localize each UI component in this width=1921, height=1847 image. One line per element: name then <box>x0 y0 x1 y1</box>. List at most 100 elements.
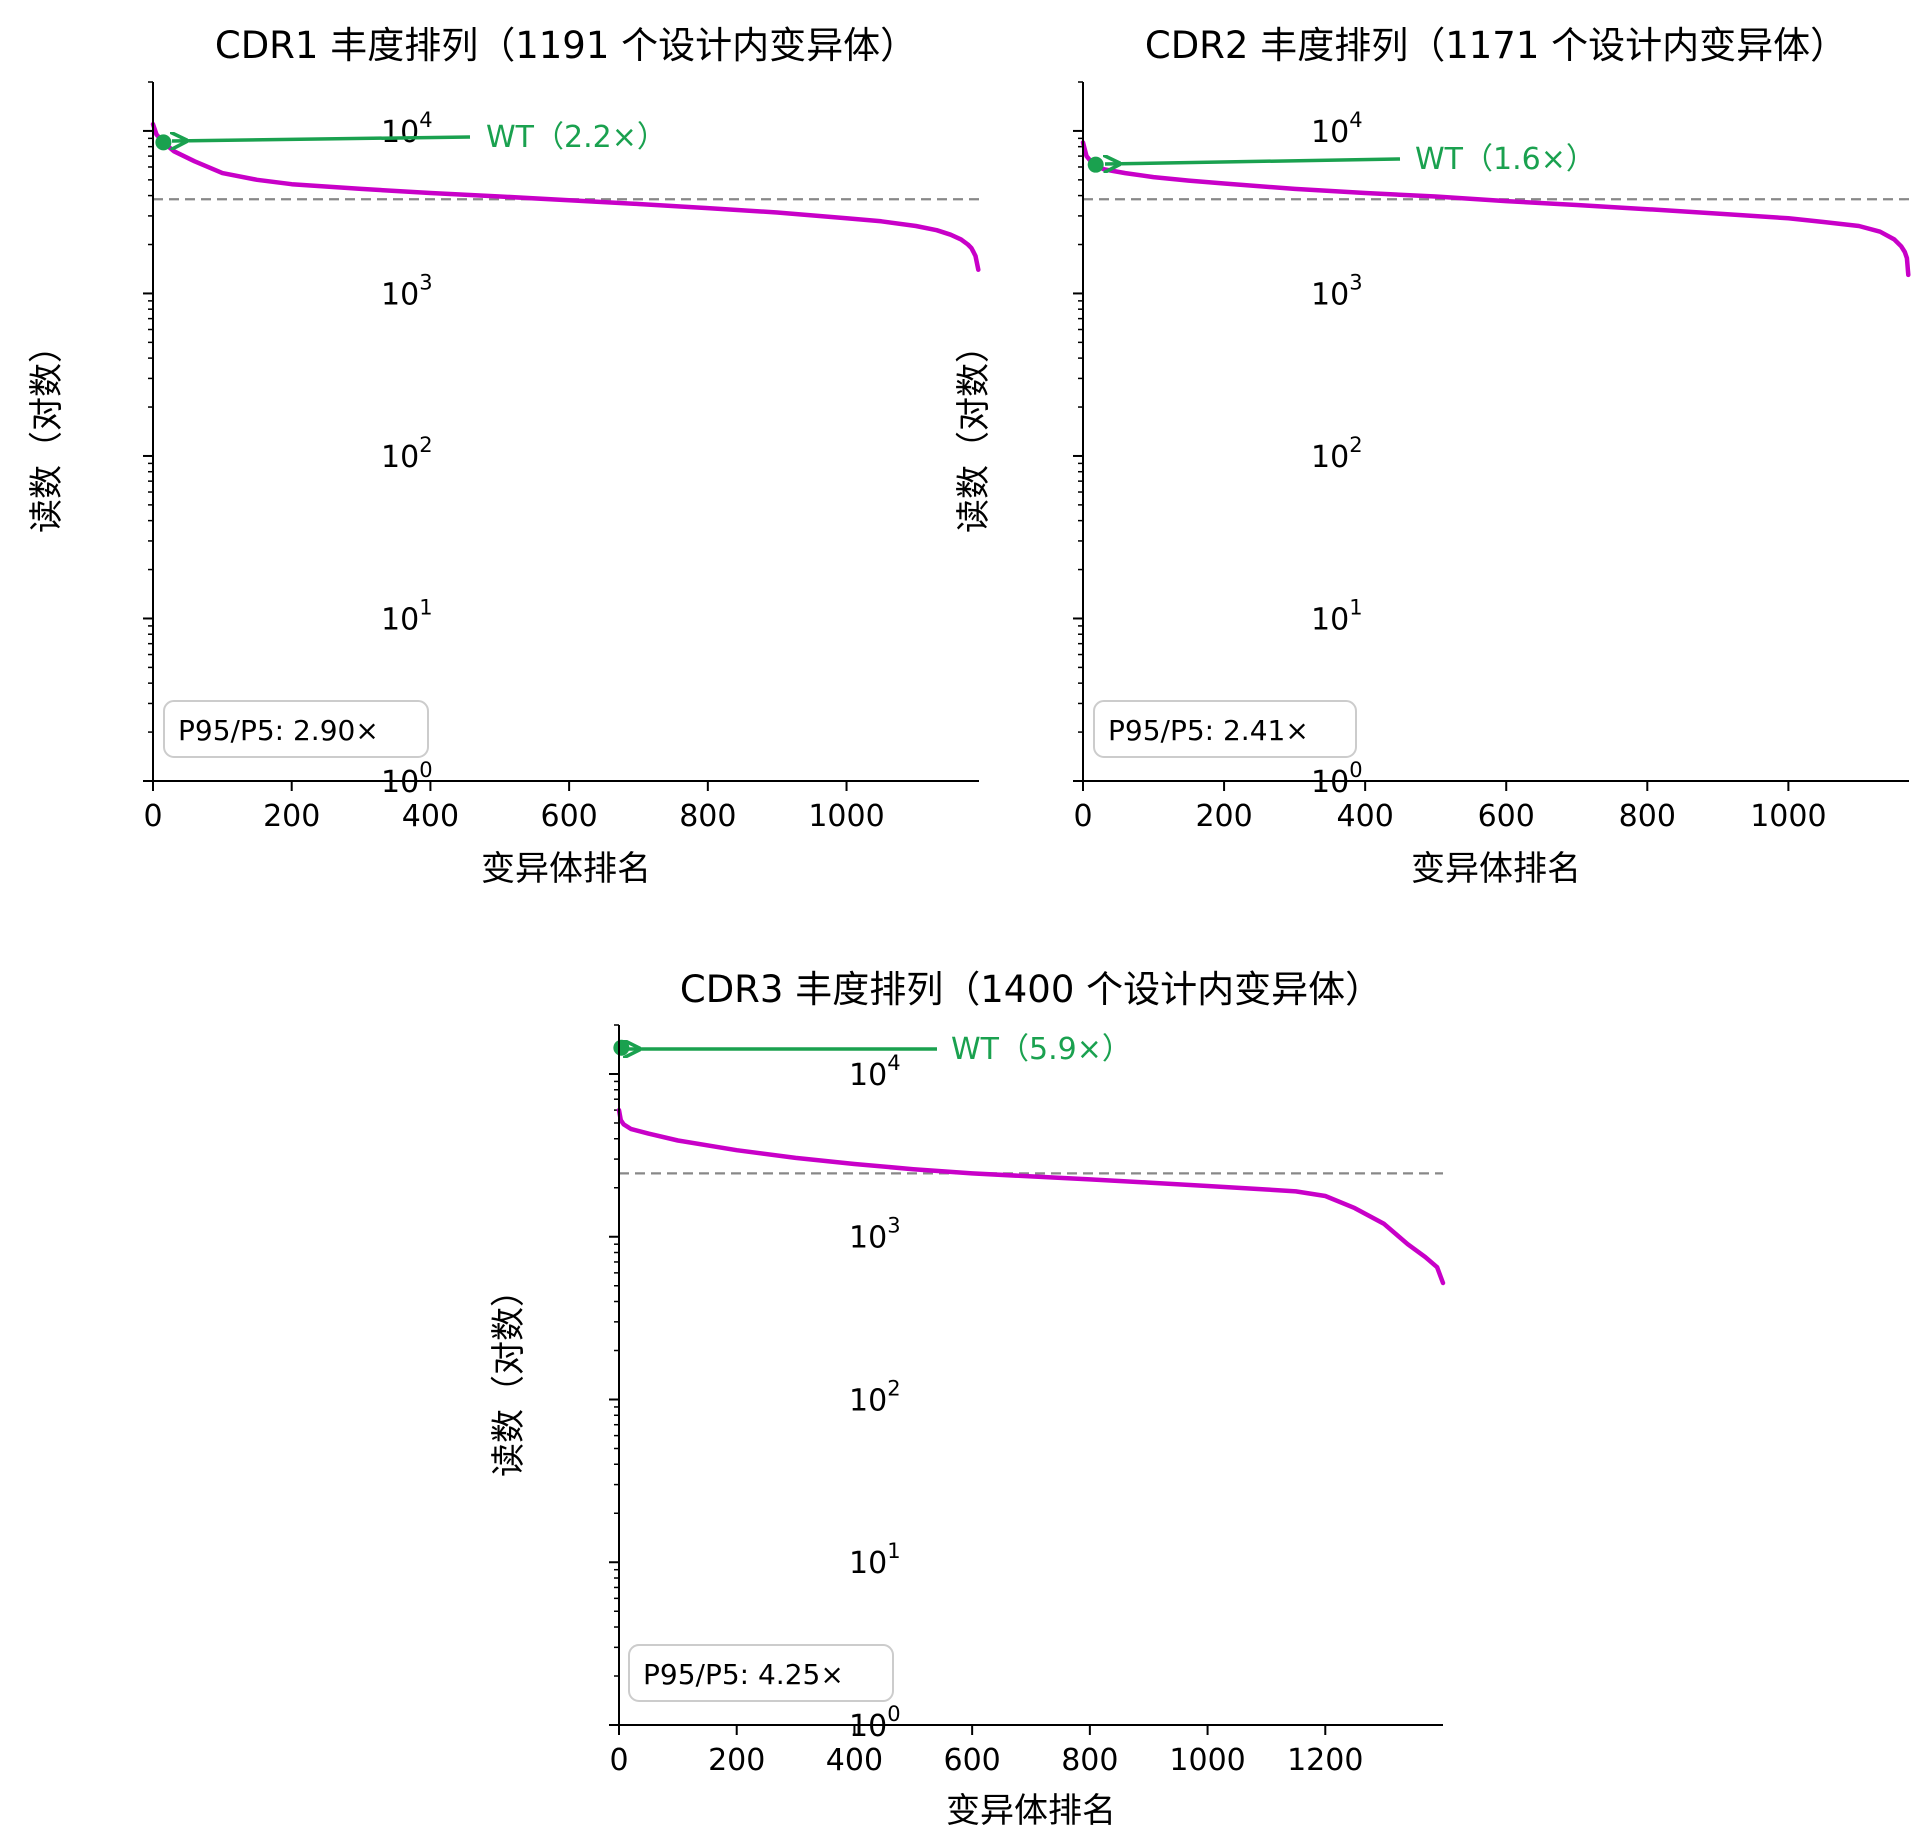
y-axis-label: 读数（对数） <box>489 1273 529 1477</box>
y-tick-base: 10 <box>381 440 419 475</box>
y-tick-exponent: 3 <box>419 270 432 294</box>
x-axis-label: 变异体排名 <box>481 849 651 889</box>
y-tick-exponent: 2 <box>1349 433 1362 457</box>
y-tick-label: 101 <box>381 595 433 637</box>
y-tick-exponent: 0 <box>419 758 432 782</box>
y-tick-base: 10 <box>381 602 419 637</box>
wt-arrow <box>172 137 471 141</box>
stat-box-frame <box>163 700 429 758</box>
y-tick-exponent: 2 <box>887 1376 900 1400</box>
wt-point <box>155 134 172 151</box>
y-tick-base: 10 <box>849 1383 887 1418</box>
abundance-curve <box>1080 140 1911 278</box>
x-tick-label: 1000 <box>1169 1743 1245 1778</box>
wt-label: WT（2.2×） <box>486 120 667 155</box>
x-tick-label: 1200 <box>1287 1743 1363 1778</box>
y-tick-label: 102 <box>849 1376 901 1418</box>
y-tick-label: 103 <box>849 1214 901 1256</box>
y-tick-base: 10 <box>849 1546 887 1581</box>
y-tick-label: 103 <box>1311 270 1363 312</box>
stat-text: P95/P5: 2.90× <box>178 714 379 747</box>
y-tick-base: 10 <box>849 1221 887 1256</box>
y-tick-base: 10 <box>1311 115 1349 150</box>
panel-cdr1: CDR1 丰度排列（1191 个设计内变异体） 变异体排名 读数（对数） 100… <box>27 24 981 889</box>
y-tick-base: 10 <box>849 1058 887 1093</box>
y-tick-exponent: 1 <box>887 1539 900 1563</box>
y-tick-exponent: 0 <box>887 1702 900 1726</box>
stat-box: P95/P5: 2.90× <box>163 700 429 758</box>
panel-cdr2: CDR2 丰度排列（1171 个设计内变异体） 变异体排名 读数（对数） 100… <box>954 24 1911 889</box>
y-tick-exponent: 3 <box>887 1214 900 1238</box>
y-axis-label: 读数（对数） <box>27 329 67 533</box>
y-tick-base: 10 <box>381 277 419 312</box>
y-tick-base: 10 <box>381 765 419 800</box>
wt-label: WT（1.6×） <box>1415 142 1596 177</box>
y-tick-exponent: 0 <box>1349 758 1362 782</box>
x-tick-label: 600 <box>944 1743 1001 1778</box>
x-axis-label: 变异体排名 <box>1411 849 1581 889</box>
y-tick-label: 103 <box>381 270 433 312</box>
x-tick-label: 0 <box>1073 799 1092 834</box>
wt-point <box>1087 156 1104 173</box>
y-tick-exponent: 1 <box>419 595 432 619</box>
x-tick-label: 0 <box>609 1743 628 1778</box>
x-tick-label: 800 <box>1619 799 1676 834</box>
chart-title: CDR2 丰度排列（1171 个设计内变异体） <box>1145 24 1847 67</box>
y-tick-base: 10 <box>1311 602 1349 637</box>
x-tick-label: 400 <box>826 1743 883 1778</box>
wt-label: WT（5.9×） <box>951 1032 1132 1067</box>
chart-title: CDR3 丰度排列（1400 个设计内变异体） <box>680 968 1382 1011</box>
y-tick-label: 101 <box>1311 595 1363 637</box>
y-tick-base: 10 <box>1311 765 1349 800</box>
x-tick-label: 600 <box>1478 799 1535 834</box>
y-tick-base: 10 <box>1311 277 1349 312</box>
x-tick-label: 1000 <box>1750 799 1826 834</box>
y-tick-exponent: 4 <box>419 108 432 132</box>
y-tick-label: 101 <box>849 1539 901 1581</box>
x-tick-label: 1000 <box>808 799 884 834</box>
stat-text: P95/P5: 2.41× <box>1108 714 1309 747</box>
stat-box: P95/P5: 4.25× <box>628 1644 894 1702</box>
x-tick-label: 200 <box>263 799 320 834</box>
x-tick-label: 800 <box>679 799 736 834</box>
y-tick-exponent: 4 <box>887 1051 900 1075</box>
abundance-curve <box>616 1107 1446 1286</box>
y-tick-base: 10 <box>1311 440 1349 475</box>
stat-text: P95/P5: 4.25× <box>643 1658 844 1691</box>
wt-annotation: WT（5.9×） <box>625 1032 1132 1067</box>
x-tick-label: 200 <box>1195 799 1252 834</box>
x-tick-label: 0 <box>143 799 162 834</box>
y-tick-exponent: 2 <box>419 433 432 457</box>
y-tick-exponent: 4 <box>1349 108 1362 132</box>
stat-box: P95/P5: 2.41× <box>1093 700 1357 758</box>
y-tick-label: 102 <box>1311 433 1363 475</box>
y-axis-label: 读数（对数） <box>954 329 994 533</box>
stat-box-frame <box>628 1644 894 1702</box>
y-tick-label: 102 <box>381 433 433 475</box>
stat-box-frame <box>1093 700 1357 758</box>
y-tick-label: 100 <box>849 1702 901 1744</box>
wt-arrow <box>1105 159 1401 164</box>
y-tick-label: 104 <box>849 1051 901 1093</box>
chart-title: CDR1 丰度排列（1191 个设计内变异体） <box>215 24 917 67</box>
wt-annotation: WT（2.2×） <box>172 120 667 155</box>
x-axis-label: 变异体排名 <box>946 1791 1116 1831</box>
panel-cdr3: CDR3 丰度排列（1400 个设计内变异体） 变异体排名 读数（对数） 100… <box>489 968 1446 1831</box>
x-tick-label: 400 <box>1337 799 1394 834</box>
abundance-curve <box>150 121 981 272</box>
y-tick-exponent: 1 <box>1349 595 1362 619</box>
wt-annotation: WT（1.6×） <box>1105 142 1596 177</box>
x-tick-label: 600 <box>540 799 597 834</box>
y-tick-label: 104 <box>1311 108 1363 150</box>
y-tick-label: 100 <box>381 758 433 800</box>
y-tick-label: 104 <box>381 108 433 150</box>
x-tick-label: 400 <box>402 799 459 834</box>
x-tick-label: 800 <box>1061 1743 1118 1778</box>
x-tick-label: 200 <box>708 1743 765 1778</box>
y-tick-label: 100 <box>1311 758 1363 800</box>
y-tick-exponent: 3 <box>1349 270 1362 294</box>
